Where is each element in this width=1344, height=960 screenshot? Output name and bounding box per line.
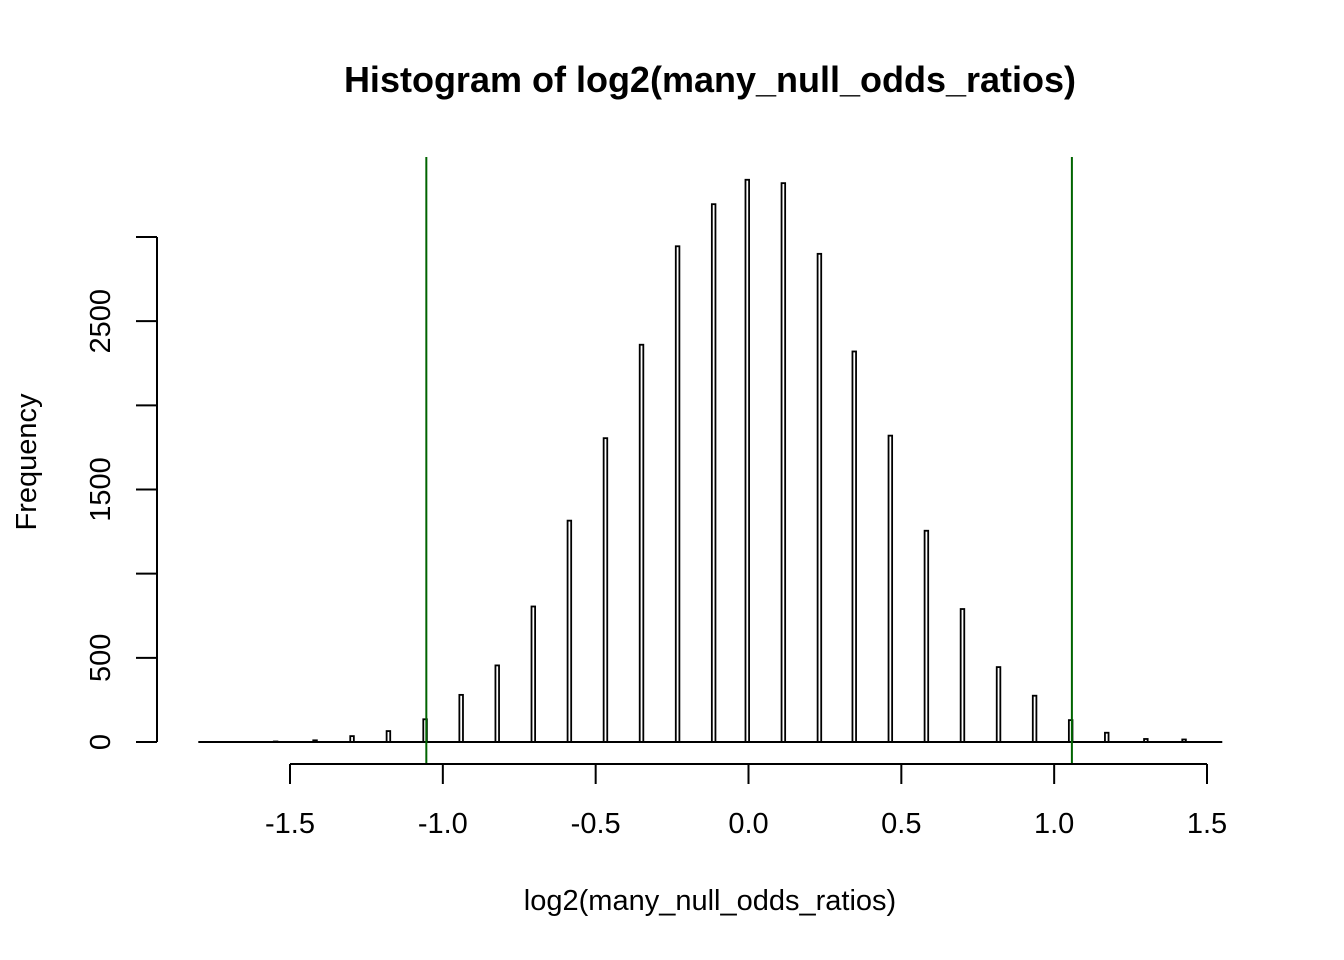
histogram-bar — [1104, 731, 1110, 743]
y-tick-label: 1500 — [85, 457, 117, 522]
histogram-bar — [674, 245, 681, 743]
y-tick-label: 2500 — [85, 289, 117, 354]
x-tick-label: 0.0 — [728, 808, 768, 840]
y-tick-label: 500 — [85, 634, 117, 682]
y-axis-label: Frequency — [11, 393, 43, 531]
histogram-bar — [887, 434, 894, 743]
x-tick-label: -0.5 — [571, 808, 621, 840]
reference-lines-group — [425, 157, 1073, 763]
chart-title: Histogram of log2(many_null_odds_ratios) — [344, 59, 1076, 100]
histogram-bar — [458, 693, 464, 743]
histogram-bar — [530, 605, 537, 743]
histogram-bar — [959, 608, 966, 743]
histogram-bar — [494, 664, 500, 743]
histogram-bar — [638, 343, 645, 743]
histogram-bar — [744, 178, 750, 743]
histogram-bar — [566, 519, 573, 743]
x-tick-label: 1.0 — [1034, 808, 1074, 840]
x-tick-label: 0.5 — [881, 808, 921, 840]
bars-group — [272, 178, 1187, 743]
histogram-bar — [851, 350, 857, 743]
x-tick-label: -1.5 — [265, 808, 315, 840]
histogram-bar — [602, 437, 609, 743]
histogram-bar — [385, 730, 392, 743]
histogram-bar — [1031, 694, 1038, 743]
x-tick-label: 1.5 — [1187, 808, 1227, 840]
histogram-bar — [780, 182, 787, 743]
histogram-bar — [995, 666, 1002, 743]
x-axis: -1.5 -1.0 -0.5 0.0 0.5 1.0 1.5 — [265, 763, 1227, 840]
x-axis-label: log2(many_null_odds_ratios) — [524, 885, 896, 917]
histogram-bar — [710, 203, 717, 743]
histogram-bar — [816, 252, 823, 743]
y-axis: 0 500 1500 2500 — [85, 236, 158, 750]
x-tick-label: -1.0 — [418, 808, 468, 840]
histogram-bar — [923, 529, 930, 743]
y-tick-label: 0 — [85, 734, 117, 750]
